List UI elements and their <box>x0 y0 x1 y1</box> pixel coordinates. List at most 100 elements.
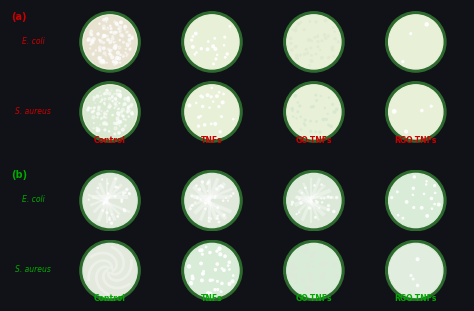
Text: RGO-TNFs: RGO-TNFs <box>394 294 437 303</box>
Circle shape <box>83 15 137 69</box>
Circle shape <box>315 53 317 55</box>
Circle shape <box>88 107 89 109</box>
Circle shape <box>105 17 108 21</box>
Text: TNFs: TNFs <box>201 294 223 303</box>
Circle shape <box>119 39 120 41</box>
Circle shape <box>120 96 121 98</box>
Circle shape <box>207 183 208 184</box>
Circle shape <box>128 193 130 194</box>
Circle shape <box>221 101 224 104</box>
Circle shape <box>106 211 108 214</box>
Circle shape <box>301 279 304 281</box>
Circle shape <box>118 94 121 97</box>
Circle shape <box>104 35 106 37</box>
Circle shape <box>105 29 106 30</box>
Circle shape <box>90 32 91 33</box>
Circle shape <box>324 34 326 36</box>
Circle shape <box>212 45 214 48</box>
Circle shape <box>101 59 104 63</box>
Circle shape <box>118 26 121 29</box>
Circle shape <box>111 95 113 97</box>
Circle shape <box>228 265 229 266</box>
Circle shape <box>309 21 310 22</box>
Circle shape <box>120 54 121 56</box>
Circle shape <box>283 170 344 231</box>
Circle shape <box>200 262 202 265</box>
Circle shape <box>314 37 316 38</box>
Circle shape <box>223 214 225 216</box>
Circle shape <box>385 240 446 301</box>
Circle shape <box>296 213 297 215</box>
Circle shape <box>110 31 112 33</box>
Circle shape <box>303 250 306 253</box>
Circle shape <box>316 100 318 101</box>
Circle shape <box>210 218 211 219</box>
Circle shape <box>116 56 118 59</box>
Circle shape <box>220 185 221 186</box>
Circle shape <box>296 57 298 59</box>
Circle shape <box>103 35 105 37</box>
Circle shape <box>123 192 124 193</box>
Circle shape <box>222 200 224 202</box>
Circle shape <box>321 202 323 203</box>
Circle shape <box>314 185 315 186</box>
Circle shape <box>124 210 126 212</box>
Circle shape <box>198 188 201 190</box>
Circle shape <box>116 123 118 125</box>
Circle shape <box>188 265 191 268</box>
Circle shape <box>102 29 103 30</box>
Circle shape <box>212 279 213 281</box>
Circle shape <box>191 195 192 197</box>
Circle shape <box>430 105 432 107</box>
Circle shape <box>121 115 123 116</box>
Circle shape <box>87 39 89 40</box>
Circle shape <box>328 196 329 197</box>
Circle shape <box>185 174 239 228</box>
Circle shape <box>233 193 234 194</box>
Circle shape <box>291 204 292 205</box>
Circle shape <box>103 18 105 21</box>
Circle shape <box>287 15 341 69</box>
Circle shape <box>292 201 293 203</box>
Circle shape <box>208 181 210 183</box>
Circle shape <box>118 132 120 134</box>
Circle shape <box>127 97 129 100</box>
Circle shape <box>218 106 220 108</box>
Circle shape <box>292 116 294 117</box>
Circle shape <box>87 39 89 41</box>
Circle shape <box>216 95 218 97</box>
Circle shape <box>91 108 92 109</box>
Circle shape <box>312 106 314 108</box>
Circle shape <box>96 127 97 128</box>
Circle shape <box>438 203 440 206</box>
Circle shape <box>333 56 334 57</box>
Circle shape <box>100 101 101 102</box>
Circle shape <box>115 186 117 188</box>
Circle shape <box>224 36 226 38</box>
Circle shape <box>111 56 114 59</box>
Circle shape <box>310 106 312 108</box>
Circle shape <box>117 95 118 96</box>
Circle shape <box>291 108 293 110</box>
Circle shape <box>127 44 129 47</box>
Circle shape <box>190 282 192 284</box>
Circle shape <box>120 121 122 123</box>
Circle shape <box>292 268 293 270</box>
Circle shape <box>198 125 200 127</box>
Circle shape <box>205 246 207 248</box>
Circle shape <box>214 269 217 271</box>
Circle shape <box>126 43 128 44</box>
Circle shape <box>83 174 137 228</box>
Circle shape <box>80 240 140 301</box>
Circle shape <box>88 199 89 200</box>
Circle shape <box>121 201 122 202</box>
Circle shape <box>104 202 106 203</box>
Circle shape <box>107 90 109 91</box>
Circle shape <box>128 97 129 99</box>
Circle shape <box>120 111 122 113</box>
Circle shape <box>305 187 306 189</box>
Circle shape <box>131 37 133 39</box>
Circle shape <box>330 197 332 198</box>
Circle shape <box>126 56 127 57</box>
Circle shape <box>104 102 105 104</box>
